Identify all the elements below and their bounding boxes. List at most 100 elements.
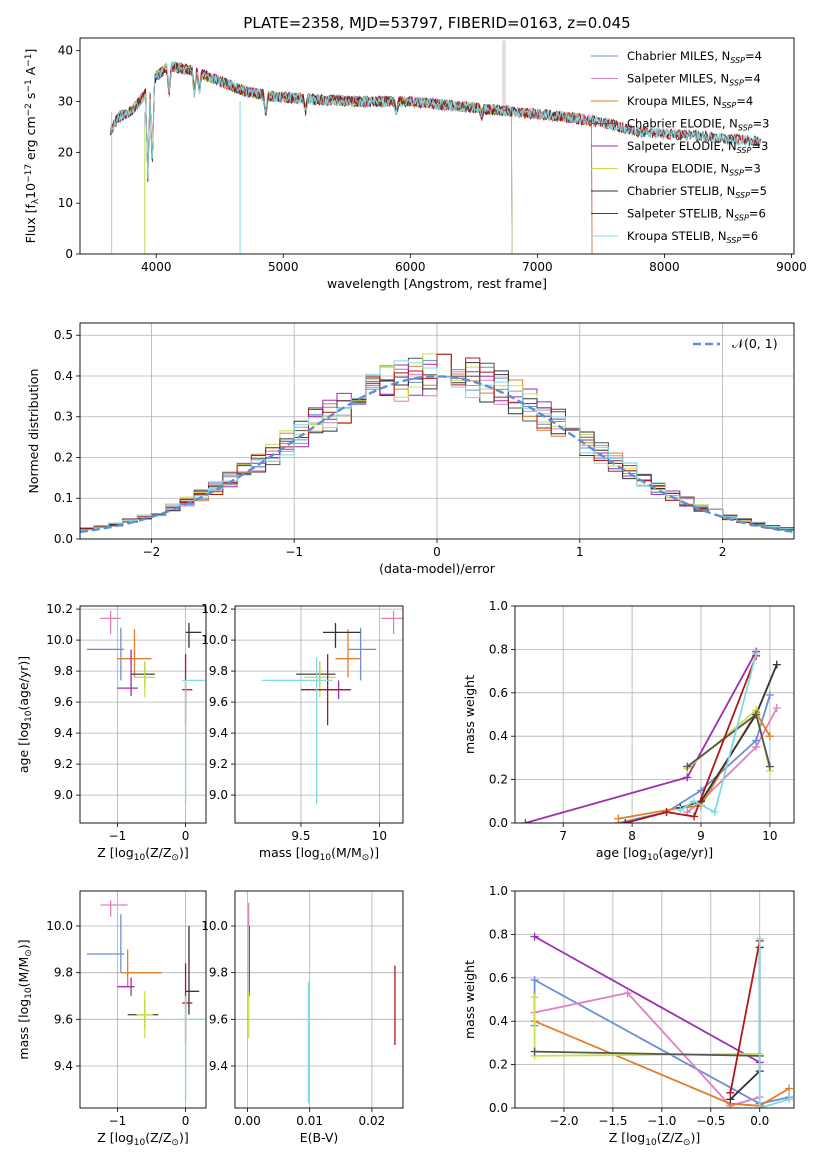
axes-frame [79, 890, 207, 1109]
y-tick-label: 0.6 [489, 971, 508, 985]
mass-weight-marker [521, 819, 530, 823]
axes-frame [514, 890, 795, 1109]
y-tick-label: 0.8 [489, 642, 508, 656]
legend-entry: Salpeter ELODIE, NSSP=3 [627, 139, 768, 155]
legend-entry-sep: , N [718, 207, 734, 221]
legend-entry-sep: , N [711, 229, 727, 243]
x-tick-label: −1 [109, 1114, 127, 1128]
mass-weight-marker [530, 993, 539, 1002]
y-axis-label-part: −2 [24, 103, 34, 116]
mass-weight-marker [676, 805, 685, 814]
legend-entry-name: Chabrier MILES [627, 49, 714, 63]
legend-entry-nssp: 4 [753, 72, 760, 86]
mass-weight-line [534, 935, 761, 1064]
mass-weight-marker [752, 710, 761, 719]
y-tick-label: 0.0 [489, 816, 508, 830]
y-tick-label: 9.0 [209, 788, 228, 802]
x-axis-label-part: 10 [134, 1138, 146, 1148]
y-tick-label: 10 [58, 196, 73, 210]
mass-vs-extinction-panel: 0.00 0.01 0.02 9.4 9.6 9.8 10.0 E(B-V) [201, 890, 404, 1145]
legend-entry-sep: , N [722, 117, 738, 131]
mass-weight-marker [772, 703, 781, 712]
y-tick-label: 0.6 [489, 686, 508, 700]
legend-entry-name: Kroupa ELODIE [627, 162, 713, 176]
y-axis-label: age [log10(age/yr)] [16, 656, 34, 773]
legend-entry: Chabrier MILES, NSSP=4 [627, 49, 762, 65]
mass-weight-marker [690, 812, 699, 821]
y-axis-label: Flux [fλ10−17 erg cm−2 s−1 A−1] [23, 49, 41, 244]
y-tick-label: 9.0 [54, 788, 73, 802]
mass-weight-marker [623, 988, 632, 997]
x-axis-label-part: (age/yr)] [658, 845, 713, 860]
axes-frame [514, 605, 795, 824]
legend-entry: Salpeter MILES, NSSP=4 [627, 72, 761, 88]
x-axis-label-part: 10 [645, 1138, 657, 1148]
legend-entry-eq: = [749, 207, 759, 221]
plot-area [80, 606, 206, 823]
legend-entry: Chabrier ELODIE, NSSP=3 [627, 117, 769, 133]
y-tick-label: 0.4 [54, 369, 73, 383]
y-tick-label: 0.5 [54, 328, 73, 342]
y-tick-label: 9.4 [209, 726, 228, 740]
x-axis-label: (data-model)/error [379, 561, 496, 576]
y-tick-label: 9.6 [54, 1012, 73, 1026]
legend-entry: Chabrier STELIB, NSSP=5 [627, 184, 767, 200]
legend-entry-nssp: 6 [758, 207, 765, 221]
mass-weight-marker [530, 975, 539, 984]
x-axis-label-part: ⊙ [362, 853, 370, 863]
mass-weight-marker [765, 762, 774, 771]
x-axis-label-part: age [log [596, 845, 647, 860]
x-tick-label: 5000 [268, 260, 299, 274]
mass-weight-line [729, 940, 761, 1093]
mass-weight-line [758, 938, 790, 1108]
legend-entry-eq: = [753, 117, 763, 131]
legend-entry-sep: , N [719, 184, 735, 198]
axes-frame [79, 605, 207, 824]
legend-entry-nssp: 5 [760, 184, 767, 198]
mass-weight-marker [710, 808, 719, 817]
x-tick-label: −1 [285, 545, 303, 559]
x-axis-label-part: Z [log [97, 1130, 133, 1145]
x-tick-label: 0 [433, 545, 441, 559]
x-tick-label: 0.01 [296, 1114, 323, 1128]
y-axis-label-part: age [log [16, 722, 31, 773]
legend-entry-sub: SSP [735, 191, 750, 200]
mass-weight-marker [726, 1088, 735, 1097]
mass-weight-marker [683, 773, 692, 782]
x-axis-label: age [log10(age/yr)] [596, 845, 713, 863]
mass-vs-metallicity-panel: −1 09.49.69.810.0Z [log10(Z/Z⊙)]mass [log… [16, 890, 207, 1148]
x-tick-label: −0.5 [696, 1114, 725, 1128]
legend-entry: Kroupa MILES, NSSP=4 [627, 94, 753, 110]
y-tick-label: 9.6 [209, 1012, 228, 1026]
y-tick-label: 0.2 [489, 1058, 508, 1072]
mass-weight-marker [530, 932, 539, 941]
x-axis-label-part: (M/M [331, 845, 362, 860]
x-tick-label: 4000 [141, 260, 172, 274]
legend-entry-eq: = [751, 139, 761, 153]
y-tick-label: 9.8 [54, 966, 73, 980]
y-axis-label-part: 10 [24, 987, 34, 999]
figure-title: PLATE=2358, MJD=53797, FIBERID=0163, z=0… [243, 14, 630, 32]
y-tick-label: 1.0 [489, 599, 508, 613]
legend-entry-name: Kroupa STELIB [627, 229, 711, 243]
y-axis-label: mass weight [462, 675, 477, 754]
x-axis-label-part: 10 [134, 853, 146, 863]
legend-entry-sub: SSP [734, 214, 749, 223]
legend-entry-sep: , N [713, 72, 729, 86]
x-tick-label: 8000 [649, 260, 680, 274]
x-tick-label: 1 [576, 545, 584, 559]
mass-weight-marker [772, 660, 781, 669]
legend-entry-sep: , N [714, 49, 730, 63]
legend-entry-nssp: 4 [746, 94, 753, 108]
y-tick-label: 0.3 [54, 410, 73, 424]
legend-entry-sub: SSP [722, 101, 737, 110]
plot-area [515, 606, 794, 823]
x-tick-label: −1 [109, 829, 127, 843]
x-tick-label: 0.02 [359, 1114, 386, 1128]
y-axis-label-part: λ [31, 198, 41, 204]
y-tick-label: 10.2 [201, 602, 228, 616]
mass-weight-marker [755, 1104, 764, 1108]
legend-entry-nssp: 3 [753, 162, 760, 176]
x-axis-label-part: 10 [320, 853, 332, 863]
